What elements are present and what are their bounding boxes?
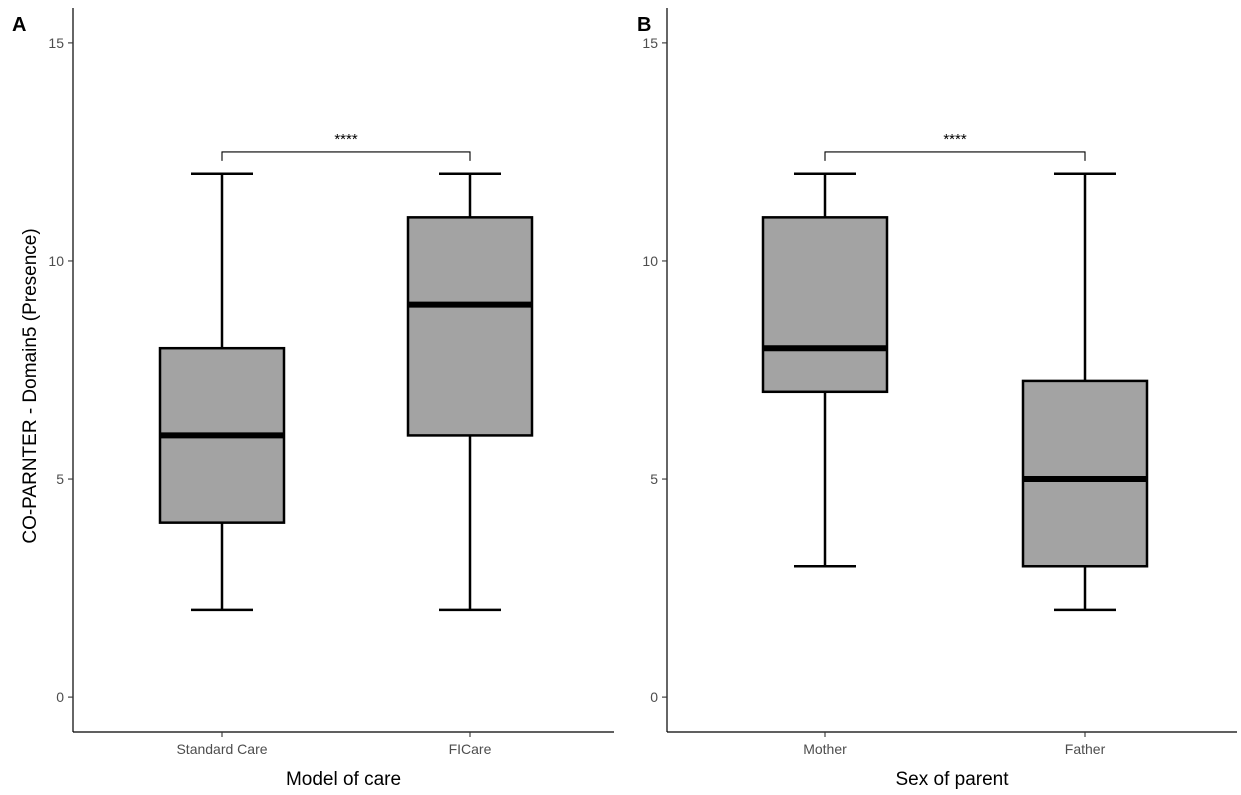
x-axis-title: Model of care [286, 769, 401, 790]
y-tick-label: 10 [48, 253, 64, 269]
panel-a: A 0 5 10 15 Standard Care FICare Model of care *… [12, 8, 614, 790]
x-axis-title: Sex of parent [895, 769, 1009, 790]
y-tick-label: 5 [650, 471, 658, 487]
box-iqr [1021, 379, 1149, 568]
y-tick-label: 15 [48, 35, 64, 51]
significance-label: **** [334, 131, 358, 148]
y-tick-label: 0 [650, 689, 658, 705]
box-iqr [761, 216, 889, 394]
panel-label: B [637, 14, 651, 36]
box-mother [761, 172, 889, 568]
y-tick-label: 15 [642, 35, 658, 51]
panel-label: A [12, 14, 26, 36]
box-ficare [406, 172, 534, 612]
panel-b: B 0 5 10 15 Mother Father Sex of parent **** [637, 8, 1237, 790]
box-iqr [406, 216, 534, 437]
x-tick-label: FICare [449, 741, 492, 757]
y-tick-label: 10 [642, 253, 658, 269]
box-standard-care [158, 172, 286, 612]
y-tick-label: 0 [56, 689, 64, 705]
significance-label: **** [943, 131, 967, 148]
y-tick-label: 5 [56, 471, 64, 487]
box-father [1021, 172, 1149, 612]
y-axis-title: CO-PARNTER - Domain5 (Presence) [20, 228, 41, 543]
x-tick-label: Standard Care [176, 741, 267, 757]
x-tick-label: Mother [803, 741, 847, 757]
x-tick-label: Father [1065, 741, 1106, 757]
significance-bracket [221, 151, 471, 161]
significance-bracket [824, 151, 1086, 161]
